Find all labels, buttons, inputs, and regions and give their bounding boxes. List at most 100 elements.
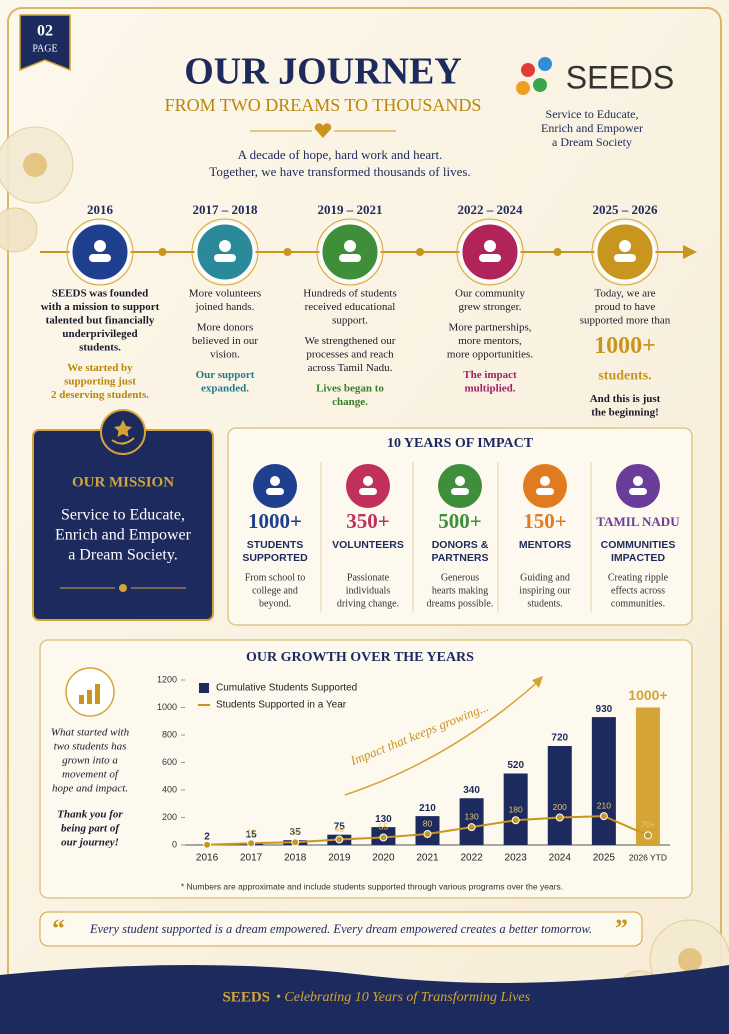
mission-icon-star (114, 420, 132, 437)
x-tick-label: 2017 (240, 853, 263, 864)
impact-description: driving change. (337, 598, 399, 609)
timeline-dot (553, 248, 562, 256)
logo-tagline: Enrich and Empower (541, 121, 643, 135)
logo-name: SEEDS (566, 59, 674, 95)
quote-box (39, 911, 643, 947)
bar-value-label: 340 (463, 785, 480, 796)
timeline-icon-ring (191, 218, 259, 286)
bar-value-label: 15 (246, 830, 258, 841)
line-point (291, 838, 300, 847)
timeline-text: talented but financially (46, 315, 155, 327)
x-tick-label: 2021 (416, 853, 439, 864)
footer-brand: SEEDS (222, 989, 270, 1005)
timeline-text: more mentors, (458, 335, 522, 347)
bar-value-label: 520 (507, 760, 524, 771)
timeline-text: received educational (305, 301, 396, 313)
impact-description: Creating ripple (608, 572, 669, 583)
timeline-year: 2016 (87, 202, 114, 217)
timeline-icon-glyph (344, 240, 356, 252)
impact-description: Passionate (347, 572, 390, 583)
impact-icon-glyph (629, 488, 647, 495)
annotation-arrowhead (532, 676, 543, 688)
x-tick-label: 2016 (196, 853, 219, 864)
chart-note: * Numbers are approximate and include st… (181, 881, 563, 891)
timeline-icon-ring (66, 218, 134, 286)
mission-line: Service to Educate, (61, 507, 185, 524)
x-tick-label: 2020 (372, 853, 395, 864)
footer-text: • Celebrating 10 Years of Transforming L… (276, 990, 531, 1005)
line-value-label: 70+ (641, 820, 655, 830)
impact-number: 150+ (523, 509, 566, 533)
line-value-label: 80 (423, 818, 433, 828)
impact-icon-glyph (540, 476, 550, 486)
mission-icon-hand (111, 437, 135, 445)
impact-label: DONORS & (432, 539, 489, 551)
impact-icon-glyph (270, 476, 280, 486)
timeline-text: More donors (197, 322, 254, 334)
line-point (511, 816, 520, 825)
timeline-text: SEEDS was founded (52, 288, 149, 300)
impact-description: effects across (611, 585, 665, 596)
impact-description: individuals (346, 585, 391, 596)
line-value-label: 55 (379, 822, 389, 832)
impact-description: communities. (611, 598, 665, 609)
y-tick-label: 1200 (157, 674, 177, 684)
annotation-arrow (344, 679, 541, 796)
timeline-text: across Tamil Nadu. (308, 362, 393, 374)
line-value-label: 130 (464, 811, 478, 821)
timeline-text: proud to have (595, 301, 656, 313)
growth-side-text: movement of (62, 769, 120, 781)
growth-side-text: hope and impact. (52, 783, 128, 795)
timeline-text: students. (79, 342, 121, 354)
timeline-text: support. (332, 315, 368, 327)
timeline-dot (416, 248, 424, 256)
timeline-year: 2022 – 2024 (458, 202, 524, 217)
legend-swatch (199, 683, 209, 693)
bar-value-label: 720 (551, 733, 568, 744)
timeline-text: Our support (196, 369, 255, 381)
bar-value-label: 2 (204, 831, 210, 842)
timeline-text: supporting just (64, 376, 136, 388)
quote: Every student supported is a dream empow… (89, 922, 592, 936)
bar-value-label: 130 (375, 814, 392, 825)
timeline-text: with a mission to support (41, 301, 160, 313)
impact-number: 350+ (346, 509, 389, 533)
x-tick-label: 2026 YTD (629, 852, 667, 862)
line-value-label: 180 (509, 805, 523, 815)
impact-box (227, 427, 693, 626)
timeline-text: students. (598, 369, 651, 384)
impact-description: students. (527, 598, 562, 609)
timeline-text: The impact (463, 369, 517, 381)
timeline-arrow (683, 245, 697, 259)
x-tick-label: 2019 (328, 853, 351, 864)
impact-description: hearts making (432, 585, 488, 596)
timeline-text: We strengthened our (305, 335, 396, 347)
timeline-text: Our community (455, 288, 525, 300)
subtitle: FROM TWO DREAMS TO THOUSANDS (165, 95, 482, 115)
timeline-text: More partnerships, (448, 322, 531, 334)
line-value-label: 40 (335, 824, 345, 834)
bar (591, 717, 616, 845)
line-value-label: 210 (597, 800, 611, 810)
timeline-text: change. (332, 396, 368, 408)
impact-title: 10 YEARS OF IMPACT (387, 436, 534, 451)
mission-title: OUR MISSION (72, 474, 174, 490)
impact-label: SUPPORTED (242, 552, 308, 564)
timeline-year: 2017 – 2018 (193, 202, 259, 217)
timeline-text: Hundreds of students (303, 288, 397, 300)
y-tick-label: 200 (162, 812, 177, 822)
intro-line: Together, we have transformed thousands … (209, 164, 470, 179)
page-number: 02 (37, 23, 53, 40)
timeline-text: joined hands. (195, 301, 255, 313)
impact-label: COMMUNITIES (601, 539, 676, 551)
intro-line: A decade of hope, hard work and heart. (238, 147, 443, 162)
impact-number: 500+ (438, 509, 481, 533)
timeline-text: underprivileged (62, 328, 137, 340)
timeline-icon-glyph (214, 254, 236, 262)
bar-value-label: 930 (596, 704, 613, 715)
timeline-icon-glyph (339, 254, 361, 262)
impact-description: dreams possible. (427, 598, 494, 609)
timeline-text: multiplied. (464, 383, 515, 395)
timeline-icon-glyph (89, 254, 111, 262)
